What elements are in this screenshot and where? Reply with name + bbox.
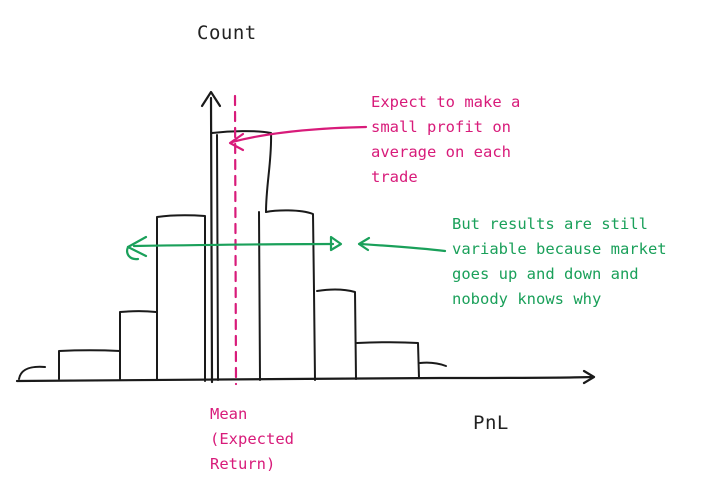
spread-line (132, 242, 335, 248)
mean-annotation-line: Mean (210, 405, 248, 423)
mean-annotation-line: (Expected (210, 430, 294, 448)
variability-note-arrow (357, 236, 447, 253)
variability-note-arrow-line (359, 242, 447, 253)
profit-annotation-line: average on each (371, 143, 511, 161)
bar-8 (356, 341, 420, 379)
bar-5-center (211, 130, 273, 213)
variability-annotation-line: variable because market (452, 240, 667, 258)
x-axis (15, 369, 596, 385)
spread-left-tail (126, 245, 140, 261)
mean-annotation-line: Return) (210, 455, 276, 473)
profit-note-arrowhead (228, 132, 245, 152)
bar-1 (18, 365, 46, 380)
bar-6 (265, 209, 316, 381)
x-axis-line (15, 375, 594, 383)
x-axis-arrowhead (582, 369, 596, 385)
y-axis (200, 90, 222, 384)
profit-annotation-line: Expect to make a (371, 93, 521, 111)
mean-dashed-line (233, 94, 238, 386)
variability-annotation-line: nobody knows why (452, 290, 602, 308)
variability-annotation-line: But results are still (452, 215, 648, 233)
profit-annotation-line: small profit on (371, 118, 511, 136)
profit-note-arrow (228, 125, 368, 152)
profit-annotation: Expect to make a small profit on average… (371, 90, 520, 190)
bar-9 (419, 361, 447, 367)
bar-7 (316, 288, 357, 380)
bar-2 (58, 349, 121, 380)
variability-annotation-line: goes up and down and (452, 265, 639, 283)
histogram-bars (18, 130, 447, 382)
y-axis-label: Count (197, 22, 257, 44)
center-bar-divider (258, 211, 261, 381)
spread-indicator (126, 235, 343, 261)
mean-annotation: Mean (Expected Return) (210, 402, 294, 477)
bar-3 (119, 310, 157, 380)
bar-4 (156, 214, 206, 382)
profit-note-arrow-line (230, 125, 368, 144)
spread-right-arrowhead (329, 235, 343, 252)
variability-annotation: But results are still variable because m… (452, 212, 667, 312)
x-axis-label: PnL (473, 412, 509, 434)
y-axis-arrowhead (200, 90, 222, 108)
variability-note-arrowhead (357, 236, 371, 252)
center-bar-left-edge (216, 134, 219, 381)
profit-annotation-line: trade (371, 168, 418, 186)
y-axis-line (209, 96, 214, 384)
